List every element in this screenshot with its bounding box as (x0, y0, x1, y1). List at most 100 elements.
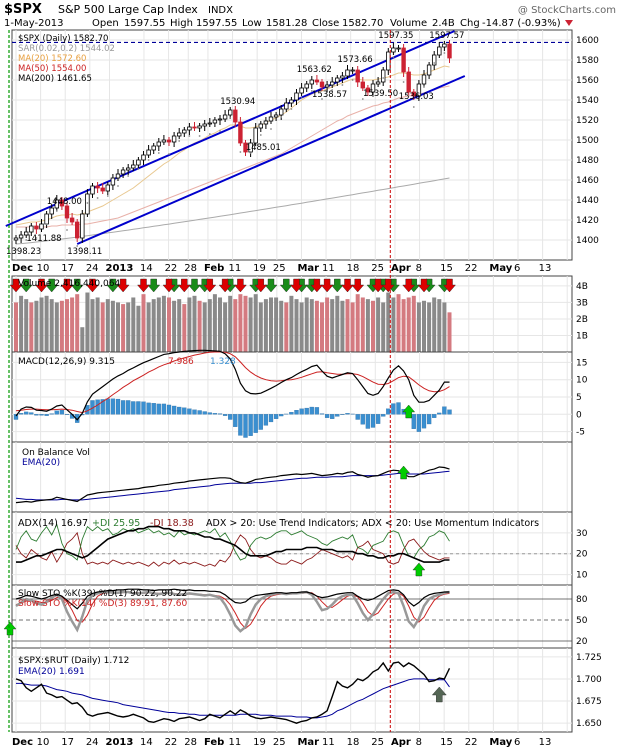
macd-y-tick-label: 15 (576, 358, 587, 368)
candle-body (392, 48, 396, 52)
candle-body (116, 174, 120, 178)
volume-bar (412, 296, 416, 352)
volume-bar (198, 301, 202, 352)
macd-histogram-bar (397, 403, 401, 415)
macd-histogram-bar (437, 413, 441, 414)
macd-y-tick-label: 0 (576, 410, 582, 420)
x-tick-label: 14 (140, 737, 153, 748)
header-chg-label: Chg (460, 18, 480, 29)
macd-histogram-bar (442, 407, 446, 415)
price-value-label: 1563.62 (297, 65, 332, 75)
volume-bar (391, 297, 395, 352)
price-value-label: 1539.50 (363, 89, 398, 99)
x-tick-label: 17 (61, 737, 74, 748)
volume-bar (305, 297, 309, 352)
candle-body (152, 146, 156, 150)
sar-dot (229, 117, 231, 119)
candle-body (336, 78, 340, 82)
candle-body (254, 128, 258, 143)
macd-histogram-bar (198, 411, 202, 415)
sar-dot (423, 86, 425, 88)
macd-histogram-bar (50, 414, 54, 415)
x-tick-label: 10 (37, 737, 50, 748)
candle-body (75, 222, 79, 238)
volume-bar (223, 302, 227, 352)
volume-bar (259, 302, 263, 352)
macd-histogram-bar (422, 414, 426, 428)
macd-histogram-bar (356, 414, 360, 419)
x-tick-label: 22 (465, 263, 478, 274)
candle-body (351, 70, 355, 71)
x-tick-label: Mar (297, 737, 319, 748)
macd-histogram-bar (121, 400, 125, 414)
volume-bar (101, 302, 105, 352)
ratio-y-tick-label: 1.700 (576, 675, 602, 685)
macd-histogram-bar (315, 407, 319, 414)
volume-bar (289, 296, 293, 352)
header-volume: 2.4B (432, 18, 455, 29)
candle-body (96, 186, 100, 188)
x-tick-label: 24 (86, 263, 99, 274)
macd-histogram-bar (366, 414, 370, 428)
volume-bar (381, 302, 385, 352)
x-tick-label: Apr (391, 737, 411, 748)
x-tick-label: 13 (539, 737, 552, 748)
candle-body (137, 160, 141, 165)
macd-histogram-bar (412, 414, 416, 429)
volume-bar (310, 299, 314, 352)
candle-body (310, 80, 314, 84)
header-chg: -14.87 (-0.93%) (482, 18, 561, 29)
candle-body (397, 48, 401, 49)
price-value-label: 1597.57 (429, 31, 464, 41)
x-tick-label: 2013 (106, 737, 134, 748)
macd-histogram-bar (29, 413, 33, 415)
volume-bar (65, 299, 69, 352)
price-y-tick-label: 1520 (576, 116, 599, 126)
candle-body (86, 194, 90, 214)
x-tick-label: 13 (539, 263, 552, 274)
macd-histogram-bar (361, 414, 365, 424)
x-tick-label: 8 (416, 263, 422, 274)
macd-histogram-bar (172, 406, 176, 414)
volume-bar (274, 297, 278, 352)
candle-body (218, 119, 222, 120)
price-y-tick-label: 1580 (576, 56, 599, 66)
price-y-tick-label: 1440 (576, 196, 599, 206)
volume-bar (55, 302, 59, 352)
macd-histogram-bar (427, 414, 431, 424)
macd-y-tick-label: -5 (576, 428, 585, 438)
volume-bar (397, 294, 401, 352)
macd-histogram-bar (259, 414, 263, 429)
volume-bar (116, 302, 120, 352)
volume-bar (121, 304, 125, 352)
price-value-label: 1398.11 (67, 247, 102, 257)
volume-bar (244, 296, 248, 352)
price-y-tick-label: 1420 (576, 216, 599, 226)
header-volume-label: Volume (390, 18, 427, 29)
price-value-label: 1573.66 (338, 55, 373, 65)
volume-bar (208, 299, 212, 352)
adx-y-tick-label: 10 (576, 571, 588, 581)
candle-body (81, 214, 85, 238)
macd-histogram-bar (371, 414, 375, 427)
candle-body (387, 52, 391, 70)
ratio-y-tick-label: 1.675 (576, 697, 602, 707)
candle-body (172, 136, 176, 142)
candle-body (91, 186, 95, 194)
candle-body (407, 72, 411, 92)
candle-body (448, 44, 452, 58)
volume-bar (437, 299, 441, 352)
macd-y-tick-label: 5 (576, 393, 582, 403)
macd-histogram-bar (126, 400, 130, 414)
stoch-y-tick-label: 80 (576, 595, 588, 605)
candle-body (422, 75, 426, 84)
candle-body (19, 235, 23, 238)
candle-body (361, 82, 365, 88)
candle-body (234, 110, 238, 122)
price-value-label: 1538.57 (312, 90, 347, 100)
macd-histogram-bar (310, 407, 314, 414)
x-tick-label: 19 (253, 737, 266, 748)
volume-bar (376, 297, 380, 352)
x-tick-label: 19 (253, 263, 266, 274)
